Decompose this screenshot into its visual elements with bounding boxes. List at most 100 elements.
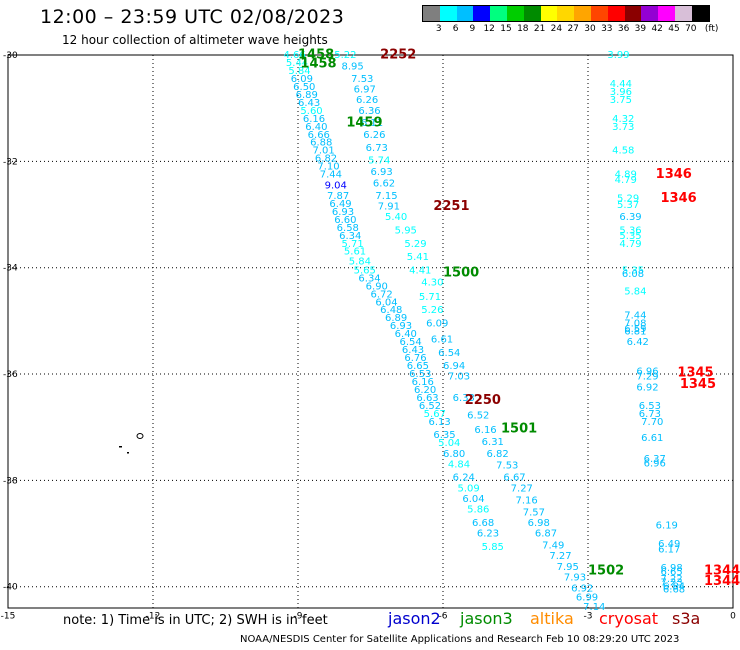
wave-height-s3a: 7.16: [516, 496, 538, 507]
wave-height-jason3: 6.50: [293, 82, 315, 93]
y-tick-label: -32: [3, 157, 18, 167]
color-swatch: [691, 6, 709, 21]
color-scale-tick: 33: [601, 24, 613, 34]
wave-height-cryosat: 7.22: [661, 574, 683, 585]
wave-height-s3a: 5.29: [404, 239, 426, 250]
wave-height-cryosat: 4.79: [619, 239, 641, 250]
wave-height-jason3: 6.65: [407, 361, 429, 372]
color-swatch: [473, 6, 491, 21]
wave-height-jason3: 6.43: [298, 98, 320, 109]
x-tick-label: -6: [439, 612, 448, 622]
wave-height-cryosat: 7.70: [641, 417, 663, 428]
wave-height-jason3: 6.93: [390, 321, 412, 332]
wave-height-s3a: 5.22: [334, 50, 356, 61]
wave-height-cryosat: 5.29: [617, 194, 639, 205]
pass-time-jason3: 1459: [346, 116, 382, 131]
y-tick-label: -36: [3, 370, 18, 380]
pass-time-cryosat: 1345: [677, 365, 713, 380]
color-scale-tick: 21: [533, 24, 546, 34]
wave-height-cryosat: 5.84: [624, 287, 646, 298]
chart-subtitle: 12 hour collection of altimeter wave hei…: [62, 33, 328, 47]
wave-height-cryosat: 5.35: [619, 231, 641, 242]
wave-height-jason3: 5.04: [438, 438, 460, 449]
wave-height-s3a: 6.97: [354, 85, 376, 96]
wave-height-s3a: 5.40: [385, 212, 407, 223]
color-swatch: [658, 6, 675, 21]
wave-height-jason3: 6.76: [404, 353, 426, 364]
wave-height-s3a: 5.26: [421, 305, 443, 316]
color-swatch: [423, 6, 440, 21]
wave-height-jason3: 6.93: [332, 207, 354, 218]
wave-height-jason3: 6.88: [310, 138, 332, 149]
wave-height-s3a: 8.95: [342, 62, 364, 73]
wave-height-s3a: 6.26: [363, 130, 385, 141]
wave-height-s3a: 6.33: [453, 393, 475, 404]
color-swatch: [540, 6, 558, 21]
color-swatch: [557, 6, 575, 21]
color-scale-labels: 3 6 9 12 15 18 21 24 27 30 33 36 39 42 45 70 (ft): [422, 22, 718, 34]
wave-height-cryosat: 6.08: [622, 269, 644, 280]
axis-ticks: -15 -12 -9 -6 -3 0-30-32-34-36-38-40: [1, 51, 736, 622]
wave-height-cryosat: 6.42: [627, 337, 649, 348]
color-scale-tick: 70: [685, 24, 697, 34]
wave-height-cryosat: 4.89: [615, 170, 637, 181]
color-scale-tick: 18: [517, 24, 529, 34]
wave-height-jason3: 6.40: [395, 329, 417, 340]
wave-height-cryosat: 5.36: [619, 225, 641, 236]
pass-time-cryosat: 1344: [704, 574, 740, 589]
chart-title: 12:00 – 23:59 UTC 02/08/2023: [40, 6, 345, 28]
wave-height-s3a: 6.67: [503, 473, 525, 484]
wave-height-s3a: 7.49: [542, 540, 564, 551]
wave-height-cryosat: 3.73: [612, 122, 634, 133]
wave-height-s3a: 6.52: [467, 411, 489, 422]
wave-height-s3a: 6.93: [371, 167, 393, 178]
pass-time-jason3: 1500: [443, 266, 479, 281]
wave-height-jason3: 7.01: [313, 146, 335, 157]
wave-height-jason3: 5.71: [342, 239, 364, 250]
color-scale-tick: 12: [483, 24, 495, 34]
wave-height-jason3: 5.84: [349, 256, 371, 267]
wave-height-jason3: 4.66: [284, 50, 306, 61]
wave-height-s3a: 5.41: [407, 252, 429, 263]
wave-height-cryosat: 7.08: [624, 319, 646, 330]
wave-height-cryosat: 4.58: [612, 146, 634, 157]
wave-height-jason3: 5.86: [467, 505, 489, 516]
wave-height-s3a: 7.27: [511, 483, 533, 494]
wave-height-cryosat: 5.37: [617, 200, 639, 211]
legend-jason3: jason3: [460, 609, 513, 628]
wave-height-s3a: 6.82: [487, 449, 509, 460]
wave-height-jason3: 6.43: [402, 345, 424, 356]
wave-height-jason3: 6.16: [303, 114, 325, 125]
wave-height-cryosat: 6.73: [639, 409, 661, 420]
color-swatch: [490, 6, 507, 21]
wave-height-cryosat: 6.84: [663, 582, 685, 593]
wave-height-cryosat: 4.79: [615, 175, 637, 186]
wave-height-jason3: 6.20: [414, 385, 436, 396]
footer-credit: NOAA/NESDIS Center for Satellite Applica…: [240, 634, 680, 645]
wave-height-s3a: 5.71: [419, 292, 441, 303]
wave-height-s3a: 7.15: [375, 191, 397, 202]
wave-height-cryosat: 6.92: [636, 382, 658, 393]
wave-height-jason3: 6.34: [339, 231, 361, 242]
wave-height-cryosat: 6.81: [624, 327, 646, 338]
wave-height-cryosat: 6.39: [619, 212, 641, 223]
wave-height-jason3: 5.85: [482, 542, 504, 553]
color-swatch: [641, 6, 659, 21]
color-scale-tick: 36: [617, 24, 630, 34]
wave-height-cryosat: 6.53: [639, 401, 661, 412]
x-tick-label: -15: [1, 612, 16, 622]
wave-height-cryosat: 6.17: [658, 545, 680, 556]
pass-time-cryosat: 1346: [656, 167, 692, 182]
color-scale-tick: 45: [668, 24, 680, 34]
wave-height-s3a: 6.94: [443, 361, 465, 372]
wave-height-jason3: 5.67: [424, 409, 446, 420]
wave-height-cryosat: 6.68: [663, 584, 685, 595]
wave-height-jason3: 5.65: [354, 265, 376, 276]
wave-height-jason3: 6.16: [412, 377, 434, 388]
pass-time-cryosat: 1345: [680, 377, 716, 392]
color-swatch: [523, 6, 541, 21]
wave-height-jason3: 6.04: [462, 494, 484, 505]
pass-time-jason3: 1458: [298, 48, 334, 63]
wave-height-s3a: 7.91: [378, 202, 400, 213]
x-tick-label: -3: [584, 612, 593, 622]
